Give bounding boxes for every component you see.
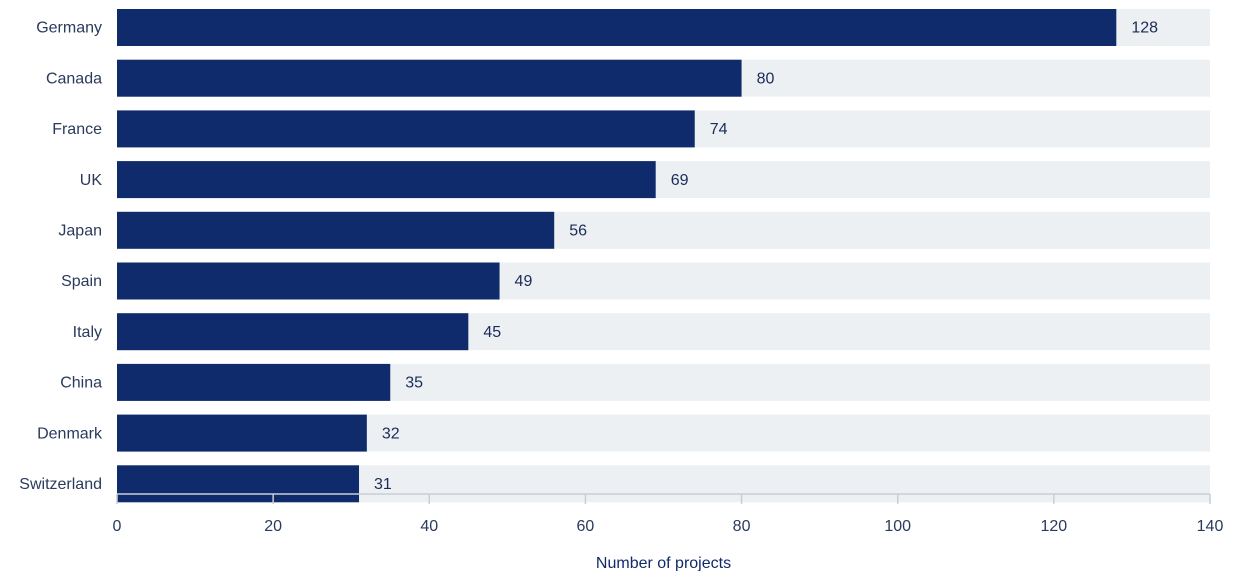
x-tick-label-80: 80 (733, 518, 751, 535)
category-label-japan: Japan (58, 223, 102, 240)
bar-germany (117, 9, 1117, 46)
value-label-france: 74 (710, 121, 728, 138)
category-label-denmark: Denmark (37, 425, 103, 442)
category-label-china: China (60, 375, 102, 392)
bar-switzerland (117, 465, 360, 503)
bars-layer (117, 9, 1117, 503)
x-tick-label-60: 60 (577, 518, 595, 535)
category-label-germany: Germany (36, 20, 102, 37)
x-tick-label-40: 40 (420, 518, 438, 535)
value-labels-layer: 128 80 74 69 56 49 45 35 32 31 (374, 20, 1158, 493)
bar-denmark (117, 414, 367, 452)
value-label-denmark: 32 (382, 425, 400, 442)
category-label-uk: UK (80, 172, 103, 189)
category-label-spain: Spain (61, 273, 102, 290)
bar-france (117, 110, 695, 148)
value-label-canada: 80 (757, 70, 775, 87)
category-label-italy: Italy (73, 324, 102, 341)
category-label-france: France (52, 121, 102, 138)
bar-spain (117, 262, 500, 300)
value-label-switzerland: 31 (374, 476, 392, 493)
x-tick-label-100: 100 (884, 518, 911, 535)
category-label-canada: Canada (46, 70, 102, 87)
category-label-switzerland: Switzerland (19, 476, 102, 493)
value-label-japan: 56 (569, 223, 587, 240)
x-tick-label-0: 0 (113, 518, 122, 535)
x-axis: 0 20 40 60 80 100 120 140 (113, 493, 1224, 535)
value-label-uk: 69 (671, 172, 689, 189)
x-tick-label-20: 20 (264, 518, 282, 535)
value-label-italy: 45 (483, 324, 501, 341)
bar-canada (117, 59, 742, 97)
value-label-china: 35 (405, 375, 423, 392)
x-tick-label-120: 120 (1041, 518, 1068, 535)
bar-china (117, 363, 391, 401)
bar-uk (117, 161, 656, 199)
x-tick-label-140: 140 (1197, 518, 1224, 535)
bar-japan (117, 211, 555, 249)
value-label-spain: 49 (515, 273, 533, 290)
bar-italy (117, 313, 469, 351)
category-labels-layer: Germany Canada France UK Japan Spain Italy Chin… (19, 20, 103, 493)
x-axis-title: Number of projects (596, 555, 731, 571)
value-label-germany: 128 (1131, 20, 1158, 37)
